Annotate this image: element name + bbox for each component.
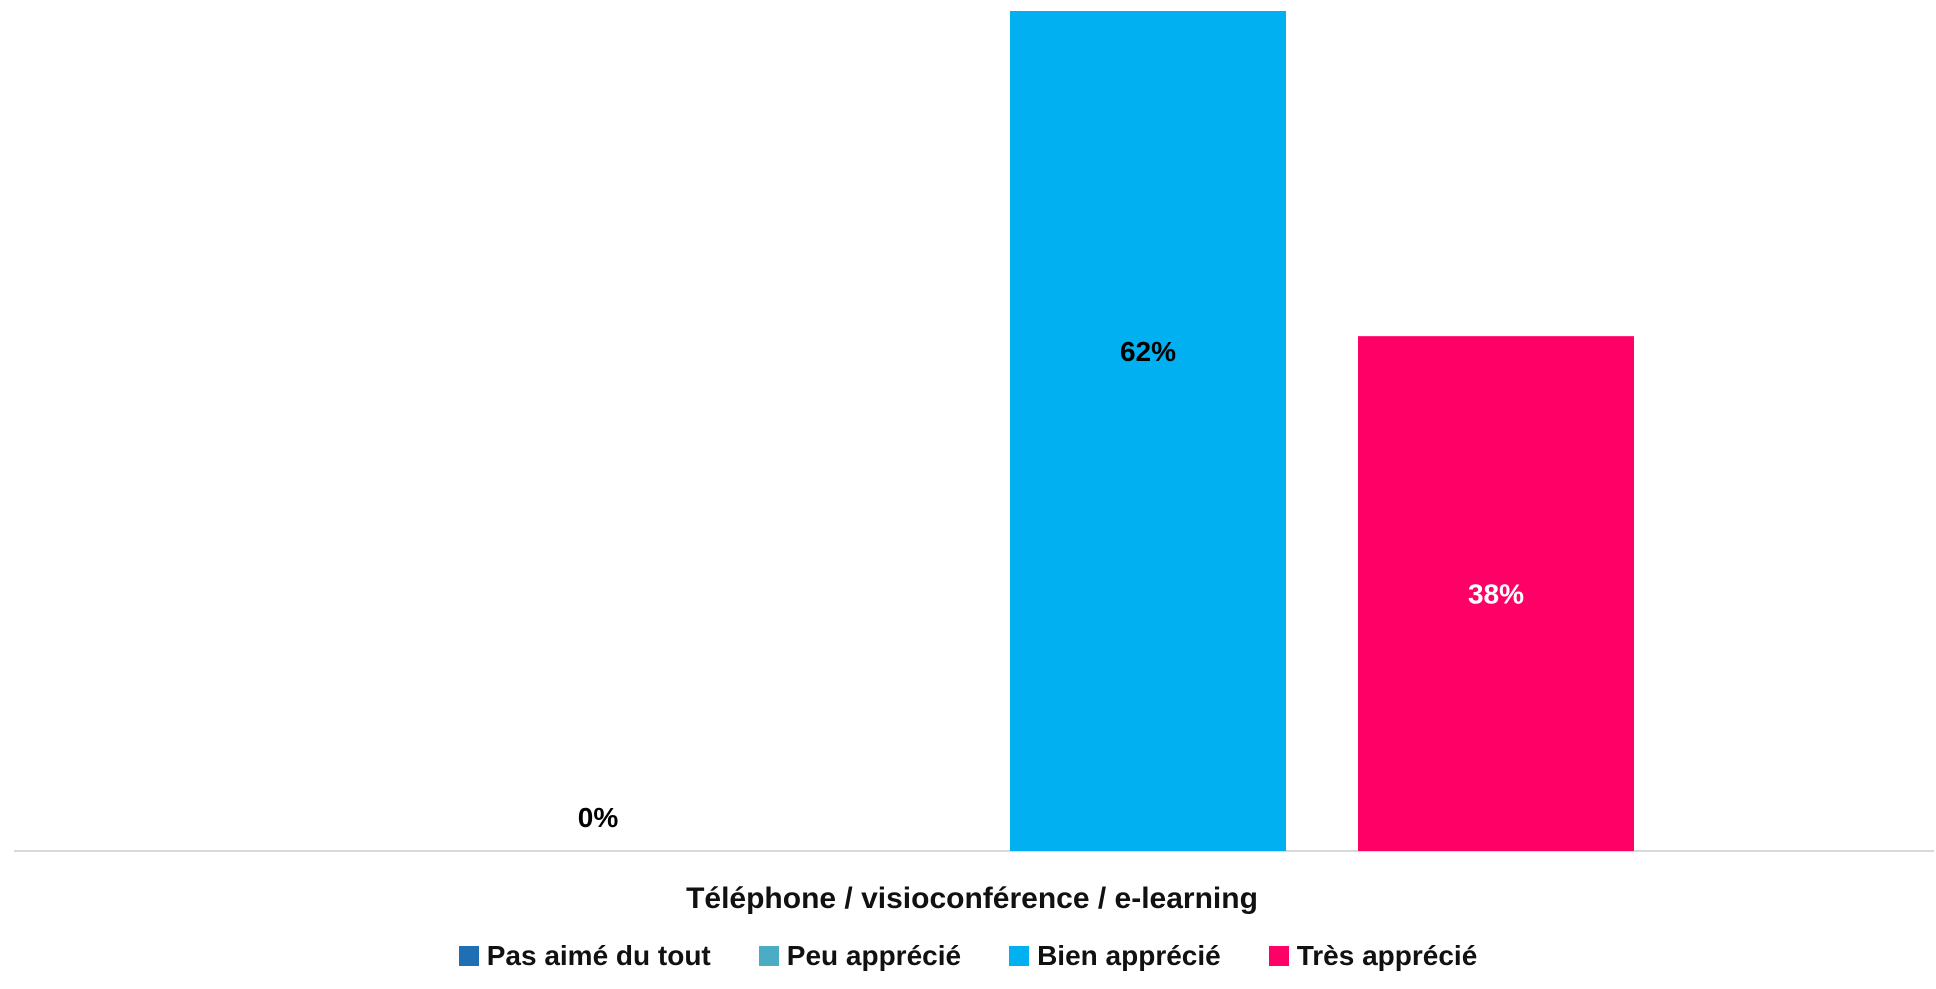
legend-label: Très apprécié <box>1296 940 1478 971</box>
bars-group: 0% 62% 38% <box>578 11 1634 852</box>
legend-swatch <box>1268 946 1289 966</box>
legend-label: Bien apprécié <box>1037 940 1221 971</box>
legend-item: Peu apprécié <box>758 940 962 972</box>
legend-swatch <box>1009 946 1030 966</box>
legend-label: Peu apprécié <box>786 940 962 971</box>
legend-swatch <box>758 946 779 966</box>
x-axis-label: Téléphone / visioconférence / e-learning <box>686 882 1258 915</box>
data-label: 38% <box>1468 579 1524 610</box>
data-label: 62% <box>1120 336 1176 367</box>
bar-tr-s-appr-ci- <box>1358 336 1634 852</box>
legend-item: Très apprécié <box>1268 940 1478 972</box>
legend-swatch <box>458 946 479 966</box>
legend-label: Pas aimé du tout <box>486 940 711 971</box>
legend: Pas aimé du tout Peu apprécié Bien appréci… <box>0 940 1936 972</box>
legend-item: Bien apprécié <box>1009 940 1221 972</box>
data-label: 0% <box>578 802 619 833</box>
bar-bien-appr-ci- <box>1010 11 1286 851</box>
legend-item: Pas aimé du tout <box>458 940 711 972</box>
